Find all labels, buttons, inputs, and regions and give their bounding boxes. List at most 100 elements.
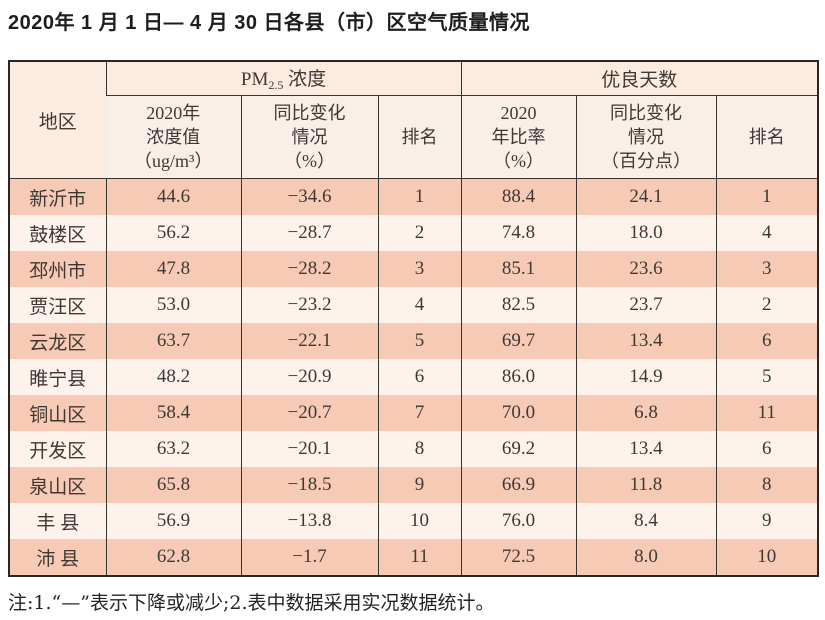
cell-pm-rank: 7 (377, 395, 462, 431)
cell-pm-rank: 10 (377, 503, 462, 539)
header-pm-change: 同比变化 情况 （%） (240, 95, 378, 179)
header-rate-rank: 排名 (715, 95, 819, 179)
cell-rate-rank: 9 (715, 503, 819, 539)
cell-rate-change: 23.6 (575, 251, 717, 287)
cell-rate-change: 6.8 (575, 395, 717, 431)
cell-rate: 74.8 (460, 215, 577, 251)
cell-pm-change: −13.8 (240, 503, 378, 539)
table-row: 开发区 63.2 −20.1 8 69.2 13.4 6 (9, 431, 819, 467)
cell-pm-rank: 1 (377, 178, 462, 215)
cell-region: 沛 县 (36, 548, 80, 570)
cell-pm-rank: 11 (377, 539, 462, 576)
cell-rate: 69.7 (460, 323, 577, 359)
cell-region: 开发区 (29, 440, 87, 462)
cell-pm-change: −28.7 (240, 215, 378, 251)
cell-rate: 85.1 (460, 251, 577, 287)
cell-pm-change: −20.7 (240, 395, 378, 431)
cell-rate: 72.5 (460, 539, 577, 576)
cell-rate-change: 14.9 (575, 359, 717, 395)
cell-rate-rank: 6 (715, 431, 819, 467)
cell-rate-rank: 1 (715, 178, 819, 215)
cell-pm-change: −1.7 (240, 539, 378, 576)
page-title: 2020年 1 月 1 日— 4 月 30 日各县（市）区空气质量情况 (8, 12, 531, 34)
cell-rate-rank: 11 (715, 395, 819, 431)
cell-rate-change: 8.0 (575, 539, 717, 576)
cell-rate: 88.4 (460, 178, 577, 215)
cell-region: 邳州市 (29, 260, 87, 282)
cell-region: 泉山区 (29, 476, 87, 498)
cell-pm-value: 53.0 (105, 287, 241, 323)
cell-pm-value: 65.8 (105, 467, 241, 503)
cell-rate-change: 24.1 (575, 178, 717, 215)
cell-pm-change: −20.9 (240, 359, 378, 395)
table-body: 新沂市 44.6 −34.6 1 88.4 24.1 1 鼓楼区 56.2 −2… (9, 178, 819, 576)
header-pm25-group: PM2.5 浓度 (105, 61, 462, 96)
table-row: 云龙区 63.7 −22.1 5 69.7 13.4 6 (9, 323, 819, 359)
cell-pm-value: 63.2 (105, 431, 241, 467)
cell-pm-rank: 5 (377, 323, 462, 359)
cell-pm-rank: 4 (377, 287, 462, 323)
cell-pm-value: 63.7 (105, 323, 241, 359)
cell-rate-change: 13.4 (575, 323, 717, 359)
pm25-label-prefix: PM (240, 69, 269, 90)
cell-rate-change: 13.4 (575, 431, 717, 467)
table-row: 睢宁县 48.2 −20.9 6 86.0 14.9 5 (9, 359, 819, 395)
table-row: 沛 县 62.8 −1.7 11 72.5 8.0 10 (9, 539, 819, 576)
cell-pm-rank: 2 (377, 215, 462, 251)
header-rate: 2020 年比率 （%） (460, 95, 577, 179)
cell-pm-rank: 3 (377, 251, 462, 287)
cell-rate-change: 8.4 (575, 503, 717, 539)
table-row: 铜山区 58.4 −20.7 7 70.0 6.8 11 (9, 395, 819, 431)
cell-region: 贾汪区 (29, 296, 87, 318)
cell-rate-change: 23.7 (575, 287, 717, 323)
cell-rate-rank: 10 (715, 539, 819, 576)
cell-region: 云龙区 (29, 332, 87, 354)
cell-rate-rank: 3 (715, 251, 819, 287)
cell-pm-change: −18.5 (240, 467, 378, 503)
cell-region: 睢宁县 (29, 368, 87, 390)
pm25-label-suffix: 浓度 (283, 69, 327, 90)
table-row: 邳州市 47.8 −28.2 3 85.1 23.6 3 (9, 251, 819, 287)
cell-pm-change: −23.2 (240, 287, 378, 323)
cell-pm-value: 58.4 (105, 395, 241, 431)
cell-rate-rank: 6 (715, 323, 819, 359)
table-row: 贾汪区 53.0 −23.2 4 82.5 23.7 2 (9, 287, 819, 323)
cell-rate: 86.0 (460, 359, 577, 395)
header-rate-change: 同比变化 情况 （百分点） (575, 95, 717, 179)
cell-rate-change: 18.0 (575, 215, 717, 251)
table-row: 新沂市 44.6 −34.6 1 88.4 24.1 1 (9, 178, 819, 215)
cell-pm-change: −20.1 (240, 431, 378, 467)
cell-region: 新沂市 (29, 188, 87, 210)
cell-pm-change: −28.2 (240, 251, 378, 287)
cell-pm-value: 44.6 (105, 178, 241, 215)
cell-pm-rank: 9 (377, 467, 462, 503)
cell-region: 鼓楼区 (29, 224, 87, 246)
cell-pm-change: −34.6 (240, 178, 378, 215)
header-sub-row: 2020年 浓度值 （ug/m³） 同比变化 情况 （%） 排名 2020 年比… (9, 95, 819, 179)
cell-rate: 82.5 (460, 287, 577, 323)
cell-pm-change: −22.1 (240, 323, 378, 359)
cell-region: 铜山区 (29, 404, 87, 426)
cell-rate-rank: 2 (715, 287, 819, 323)
footnote: 注:1.“—”表示下降或减少;2.表中数据采用实况数据统计。 (8, 592, 495, 614)
cell-pm-value: 48.2 (105, 359, 241, 395)
cell-pm-rank: 8 (377, 431, 462, 467)
cell-rate: 66.9 (460, 467, 577, 503)
cell-rate-rank: 5 (715, 359, 819, 395)
cell-pm-value: 56.9 (105, 503, 241, 539)
cell-rate-rank: 4 (715, 215, 819, 251)
header-group-row: 地区 PM2.5 浓度 优良天数 (9, 61, 819, 179)
cell-rate: 69.2 (460, 431, 577, 467)
table-row: 鼓楼区 56.2 −28.7 2 74.8 18.0 4 (9, 215, 819, 251)
header-good-days-group: 优良天数 (460, 61, 819, 96)
header-pm-value: 2020年 浓度值 （ug/m³） (106, 95, 241, 179)
cell-rate: 76.0 (460, 503, 577, 539)
cell-pm-value: 62.8 (105, 539, 241, 576)
header-pm-rank: 排名 (377, 95, 462, 179)
table-row: 丰 县 56.9 −13.8 10 76.0 8.4 9 (9, 503, 819, 539)
table-header: 地区 PM2.5 浓度 优良天数 2020年 浓度值 （ug/m³） 同比变化 … (9, 61, 819, 179)
cell-rate: 70.0 (460, 395, 577, 431)
table-row: 泉山区 65.8 −18.5 9 66.9 11.8 8 (9, 467, 819, 503)
cell-rate-rank: 8 (715, 467, 819, 503)
